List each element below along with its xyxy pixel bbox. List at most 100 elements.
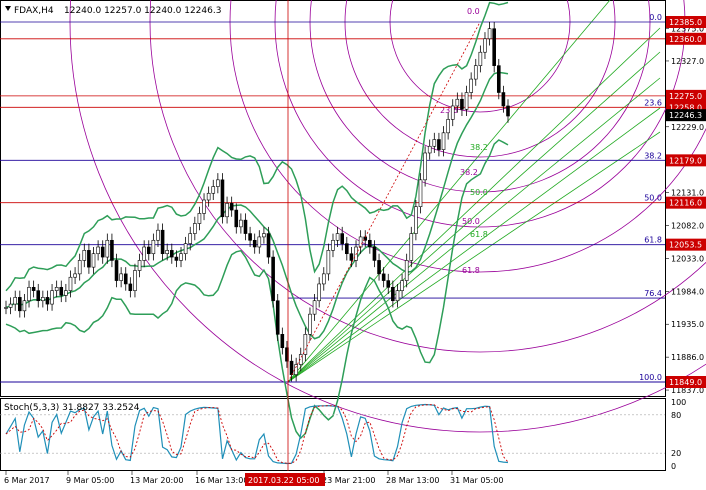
price-tag-label: 12246.3 — [669, 111, 702, 120]
candle-body — [13, 297, 18, 305]
fib-fan-line — [287, 0, 611, 383]
candle-body — [41, 297, 45, 302]
candle-body — [446, 119, 450, 134]
fib-level-label: 61.8 — [644, 236, 662, 245]
price-tick-label: 12033.0 — [671, 254, 704, 263]
candles — [4, 22, 510, 382]
candle-body — [27, 286, 31, 302]
candle-body — [137, 260, 142, 271]
candle-body — [460, 98, 464, 110]
fib-level-label: 100.0 — [639, 373, 662, 382]
candle-body — [239, 219, 243, 228]
candle-body — [77, 260, 82, 275]
price-tag-label: 12385.0 — [669, 18, 702, 27]
price-tick-label: 12327.0 — [671, 57, 704, 66]
bollinger-upper — [5, 1, 509, 292]
fib-arcs: 23.6 38.2 50.0 61.8 0.0 — [69, 0, 706, 433]
candle-body — [395, 290, 400, 302]
trend-line — [287, 21, 481, 383]
stoch-tick-label: 20 — [671, 449, 681, 458]
fib-arc — [344, 0, 616, 158]
candle-body — [358, 236, 363, 248]
candle-body — [501, 92, 506, 107]
fib-arc — [69, 0, 706, 433]
candle-body — [432, 139, 437, 147]
price-tag-label: 11849.0 — [669, 378, 702, 387]
time-tick-label: 6 Mar 2017 — [4, 476, 50, 485]
price-tag-label: 12275.0 — [669, 92, 702, 101]
stoch-title: Stoch(5,3,3) 31.8827 33.2524 — [4, 403, 140, 413]
candle-body — [87, 250, 91, 268]
price-tick-label: 11935.0 — [671, 320, 704, 329]
horizontal-lines — [0, 21, 665, 383]
candle-body — [423, 152, 427, 181]
stoch-main-line — [5, 403, 509, 465]
candle-body — [202, 199, 206, 214]
arc-label: 61.8 — [462, 266, 480, 275]
candle-body — [156, 229, 160, 241]
stoch-tick-label: 100 — [671, 398, 686, 407]
candle-body — [262, 233, 266, 238]
time-tick-label: 9 Mar 05:00 — [66, 476, 114, 485]
candle-body — [492, 28, 496, 66]
candle-body — [326, 250, 331, 275]
candle-body — [280, 334, 285, 349]
candle-body — [414, 206, 418, 234]
candle-body — [487, 28, 492, 40]
candle-body — [114, 260, 119, 281]
candle-body — [169, 250, 174, 258]
candle-body — [441, 132, 446, 150]
candle-body — [216, 179, 220, 187]
main-panel-frame — [0, 0, 666, 397]
candle-body — [340, 233, 345, 244]
fib-level-labels: 0.0 23.6 38.2 50.0 61.8 76.4 100.0 — [639, 13, 662, 382]
candle-body — [123, 273, 128, 285]
candle-body — [179, 253, 183, 261]
candle-body — [211, 186, 216, 194]
candle-body — [455, 98, 460, 107]
candle-body — [128, 283, 133, 291]
price-tag-label: 12360.0 — [669, 35, 702, 44]
candle-body — [275, 300, 280, 335]
fib-arc — [229, 0, 706, 273]
price-tick-label: 11837.0 — [671, 386, 704, 395]
price-tag-label: 12179.0 — [669, 156, 702, 165]
fib-level-label: 23.6 — [644, 98, 662, 107]
candle-body — [386, 280, 391, 288]
candle-body — [59, 286, 64, 296]
fan-label: 38.2 — [470, 143, 488, 152]
candle-body — [31, 286, 36, 291]
candle-body — [133, 270, 137, 291]
price-tag-box — [666, 238, 706, 251]
price-tick-label: 12375.0 — [671, 25, 704, 34]
candle-body — [110, 239, 114, 261]
candle-body — [68, 276, 73, 291]
candle-body — [160, 229, 165, 255]
time-tick-label: 16 Mar 13:00 — [195, 476, 248, 485]
candle-body — [119, 273, 123, 281]
candle-body — [142, 246, 146, 261]
candle-body — [368, 239, 372, 248]
candle-body — [197, 213, 202, 224]
fib-arc — [149, 0, 706, 353]
ohlc-label: 12240.0 12257.0 12240.0 12246.3 — [64, 6, 221, 16]
price-tag-label: 12258.0 — [669, 103, 702, 112]
candle-body — [248, 233, 252, 241]
candle-body — [308, 313, 312, 335]
candle-body — [289, 360, 294, 375]
stoch-panel-frame — [0, 398, 666, 471]
symbol-label: FDAX,H4 — [14, 6, 54, 16]
candle-body — [64, 290, 68, 296]
time-tick-label: 23 Mar 21:00 — [322, 476, 375, 485]
stoch-tick-label: 0 — [671, 462, 676, 471]
time-tick-label: 13 Mar 20:00 — [130, 476, 183, 485]
collapse-triangle-icon[interactable] — [5, 6, 11, 11]
candle-body — [4, 307, 8, 309]
stoch-lines — [0, 403, 665, 465]
candle-body — [400, 280, 404, 291]
candle-body — [252, 239, 257, 248]
candle-body — [8, 303, 13, 308]
candle-body — [234, 209, 239, 228]
candle-body — [404, 260, 409, 281]
